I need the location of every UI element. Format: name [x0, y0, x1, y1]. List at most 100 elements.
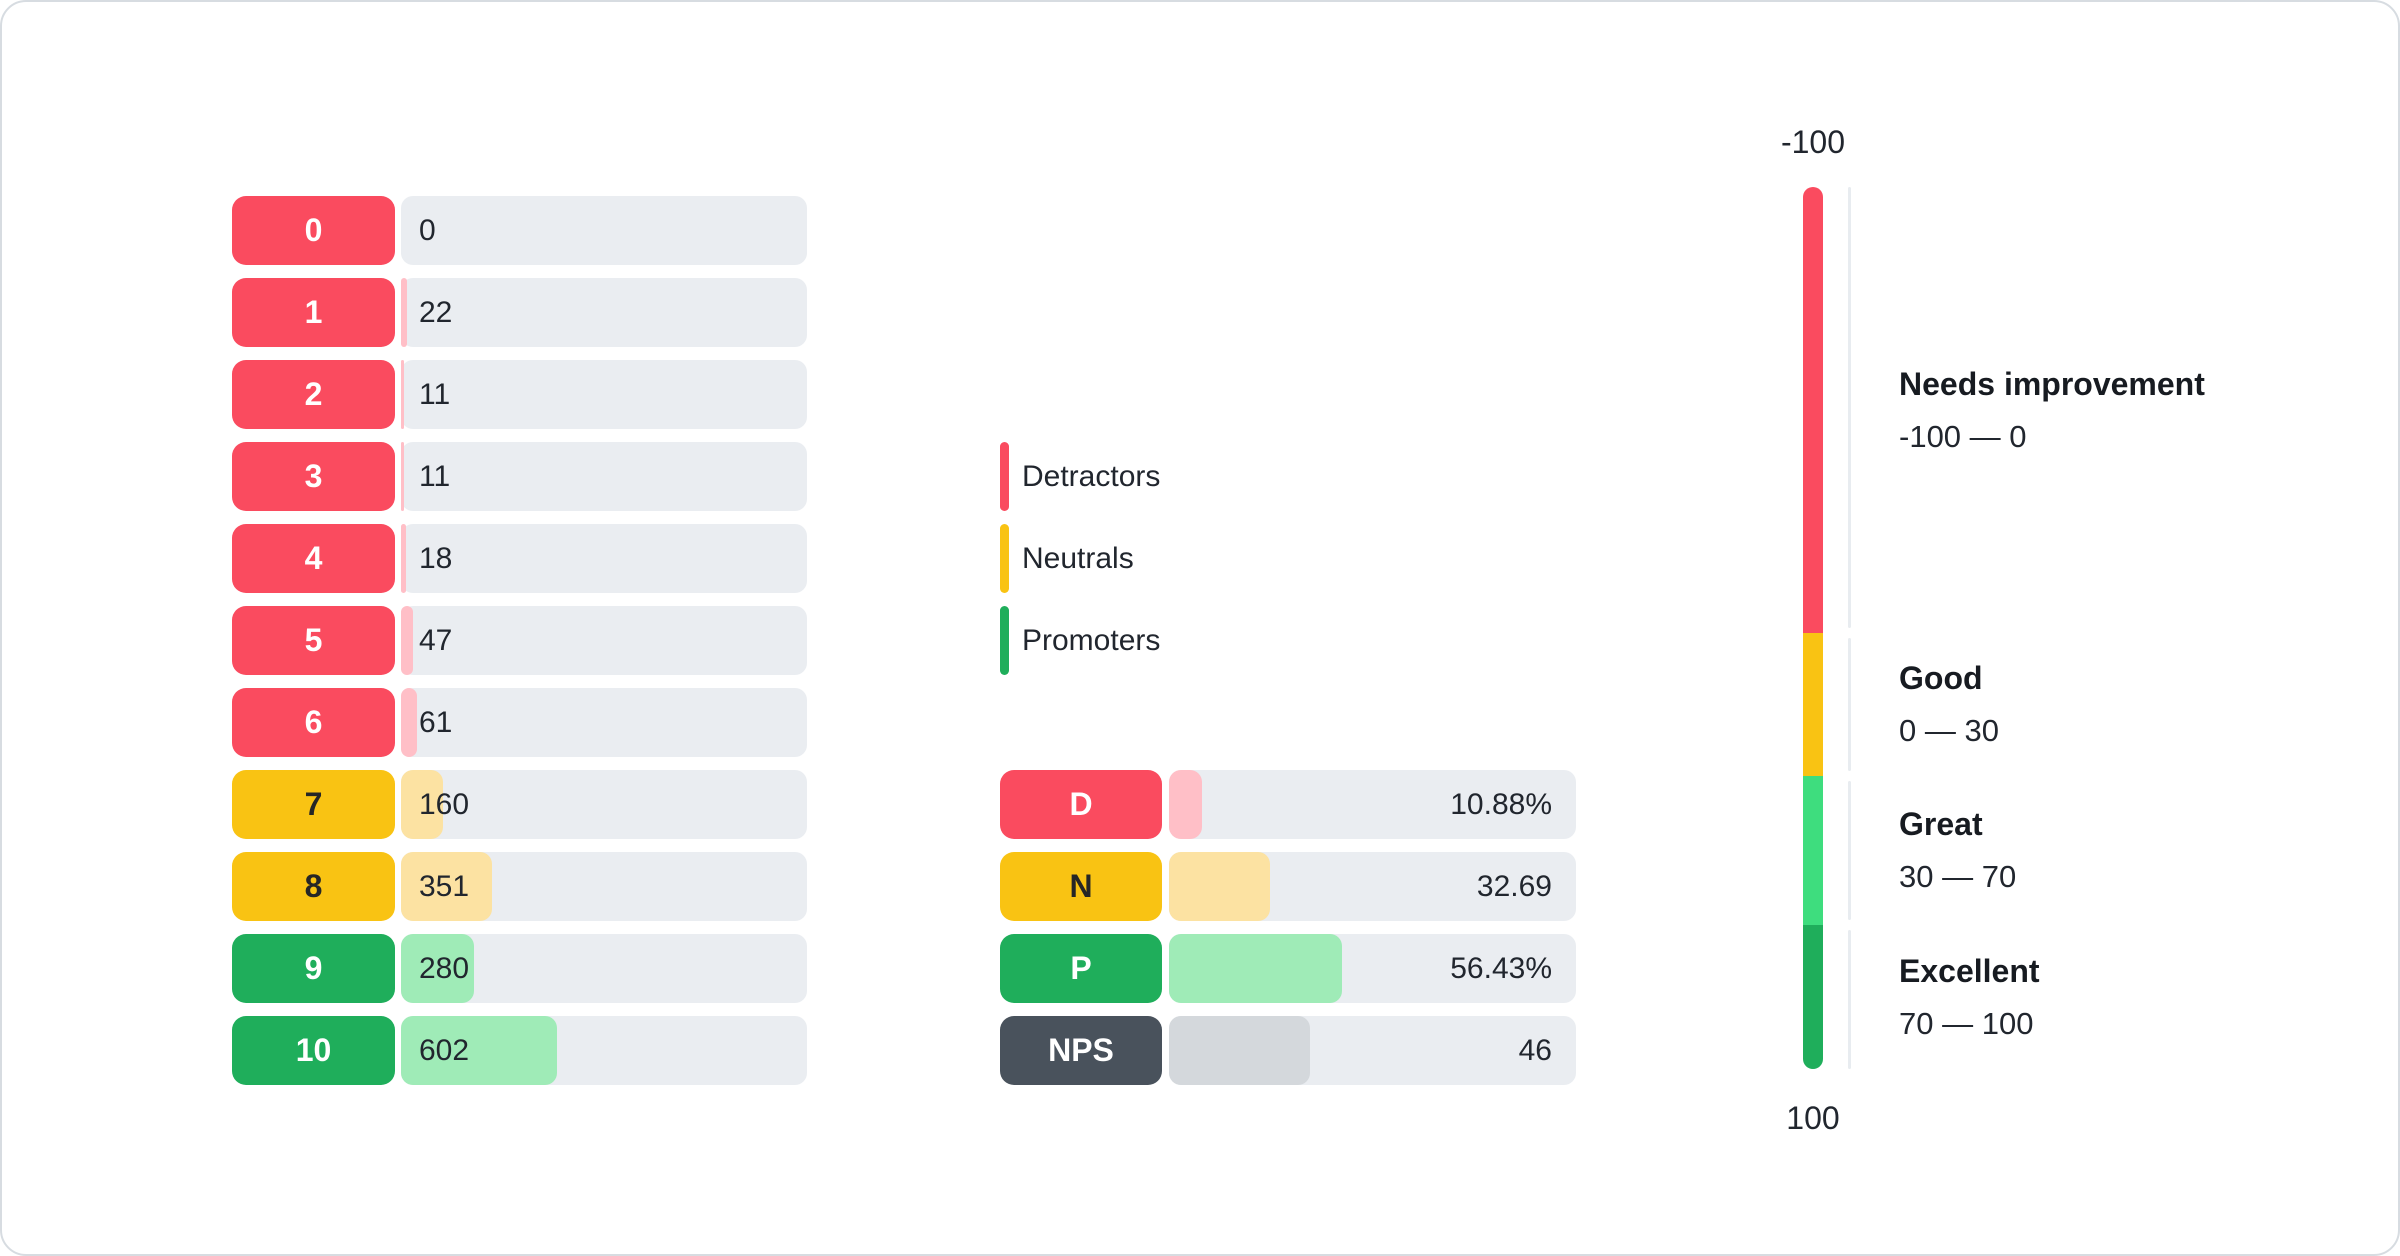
- gauge-segment-great: [1803, 776, 1823, 925]
- summary-row-nps: NPS 46: [1000, 1016, 1576, 1085]
- nps-summary-chart: D 10.88% N 32.69 P 56.43% NPS 46: [1000, 770, 1576, 1085]
- gauge-zone-good: Good 0 — 30: [1899, 658, 1999, 750]
- gauge-axis-segment: [1848, 781, 1851, 920]
- legend-item-promoters: Promoters: [1000, 606, 1160, 675]
- gauge-segment-needs-improvement: [1803, 187, 1823, 633]
- gauge-bar: [1803, 187, 1823, 1069]
- neutrals-color-tick: [1000, 524, 1009, 593]
- score-count: 47: [419, 624, 453, 657]
- score-count: 61: [419, 706, 453, 739]
- score-badge: 9: [232, 934, 395, 1003]
- legend-item-detractors: Detractors: [1000, 442, 1160, 511]
- score-count: 280: [419, 952, 470, 985]
- score-row: 10 602: [232, 1016, 807, 1085]
- score-count: 351: [419, 870, 470, 903]
- score-track: 11: [401, 442, 807, 511]
- summary-track: 32.69: [1169, 852, 1576, 921]
- summary-fill: [1169, 770, 1203, 839]
- score-fill: [401, 1016, 558, 1085]
- summary-value: 46: [1518, 1034, 1552, 1067]
- score-count: 18: [419, 542, 453, 575]
- summary-badge: D: [1000, 770, 1162, 839]
- score-track: 61: [401, 688, 807, 757]
- score-track: 22: [401, 278, 807, 347]
- summary-badge: P: [1000, 934, 1162, 1003]
- score-fill: [401, 524, 406, 593]
- score-fill: [401, 852, 493, 921]
- summary-row-promoters: P 56.43%: [1000, 934, 1576, 1003]
- summary-value: 32.69: [1476, 870, 1552, 903]
- score-row: 0 0: [232, 196, 807, 265]
- score-track: 160: [401, 770, 807, 839]
- score-row: 6 61: [232, 688, 807, 757]
- summary-fill: [1169, 852, 1270, 921]
- detractors-color-tick: [1000, 442, 1009, 511]
- score-badge: 5: [232, 606, 395, 675]
- score-badge: 10: [232, 1016, 395, 1085]
- gauge-max-negative-label: -100: [1780, 124, 1846, 160]
- score-badge: 3: [232, 442, 395, 511]
- score-badge: 1: [232, 278, 395, 347]
- zone-name: Great: [1899, 806, 1983, 842]
- zone-name: Excellent: [1899, 953, 2040, 989]
- score-badge: 6: [232, 688, 395, 757]
- gauge-zone-excellent: Excellent 70 — 100: [1899, 951, 2040, 1043]
- legend-label: Detractors: [1022, 459, 1161, 493]
- score-distribution-chart: 0 0 1 22 2 11 3 11: [232, 196, 807, 1085]
- score-badge: 0: [232, 196, 395, 265]
- legend-item-neutrals: Neutrals: [1000, 524, 1160, 593]
- gauge-segment-good: [1803, 633, 1823, 776]
- summary-row-neutrals: N 32.69: [1000, 852, 1576, 921]
- score-row: 1 22: [232, 278, 807, 347]
- zone-range: 70 — 100: [1899, 1006, 2034, 1041]
- zone-name: Good: [1899, 660, 1983, 696]
- score-count: 11: [419, 460, 451, 493]
- score-row: 9 280: [232, 934, 807, 1003]
- zone-range: 0 — 30: [1899, 713, 1999, 748]
- summary-fill: [1169, 934, 1343, 1003]
- zone-range: -100 — 0: [1899, 419, 2027, 454]
- summary-badge: N: [1000, 852, 1162, 921]
- score-row: 3 11: [232, 442, 807, 511]
- score-badge: 8: [232, 852, 395, 921]
- score-fill: [401, 770, 443, 839]
- score-fill: [401, 934, 474, 1003]
- gauge-segment-excellent: [1803, 925, 1823, 1069]
- gauge-zone-great: Great 30 — 70: [1899, 804, 2016, 896]
- summary-track: 56.43%: [1169, 934, 1576, 1003]
- summary-badge: NPS: [1000, 1016, 1162, 1085]
- score-track: 280: [401, 934, 807, 1003]
- gauge-axis-segment: [1848, 638, 1851, 771]
- score-fill: [401, 442, 404, 511]
- score-track: 47: [401, 606, 807, 675]
- score-count: 22: [419, 296, 453, 329]
- score-row: 5 47: [232, 606, 807, 675]
- gauge-axis-line: [1848, 187, 1851, 1069]
- score-track: 351: [401, 852, 807, 921]
- score-count: 602: [419, 1034, 470, 1067]
- summary-value: 10.88%: [1450, 788, 1552, 821]
- gauge-axis-segment: [1848, 930, 1851, 1069]
- summary-value: 56.43%: [1450, 952, 1552, 985]
- zone-range: 30 — 70: [1899, 859, 2017, 894]
- gauge-axis-segment: [1848, 187, 1851, 628]
- legend-label: Neutrals: [1022, 541, 1134, 575]
- score-fill: [401, 688, 417, 757]
- summary-row-detractors: D 10.88%: [1000, 770, 1576, 839]
- score-track: 0: [401, 196, 807, 265]
- gauge-zone-needs-improvement: Needs improvement -100 — 0: [1899, 364, 2205, 456]
- score-count: 11: [419, 378, 451, 411]
- score-row: 4 18: [232, 524, 807, 593]
- score-track: 18: [401, 524, 807, 593]
- score-badge: 4: [232, 524, 395, 593]
- score-track: 11: [401, 360, 807, 429]
- score-badge: 7: [232, 770, 395, 839]
- summary-track: 10.88%: [1169, 770, 1576, 839]
- score-fill: [401, 606, 414, 675]
- score-row: 7 160: [232, 770, 807, 839]
- score-row: 2 11: [232, 360, 807, 429]
- summary-track: 46: [1169, 1016, 1576, 1085]
- score-fill: [401, 360, 404, 429]
- legend: Detractors Neutrals Promoters: [1000, 442, 1160, 675]
